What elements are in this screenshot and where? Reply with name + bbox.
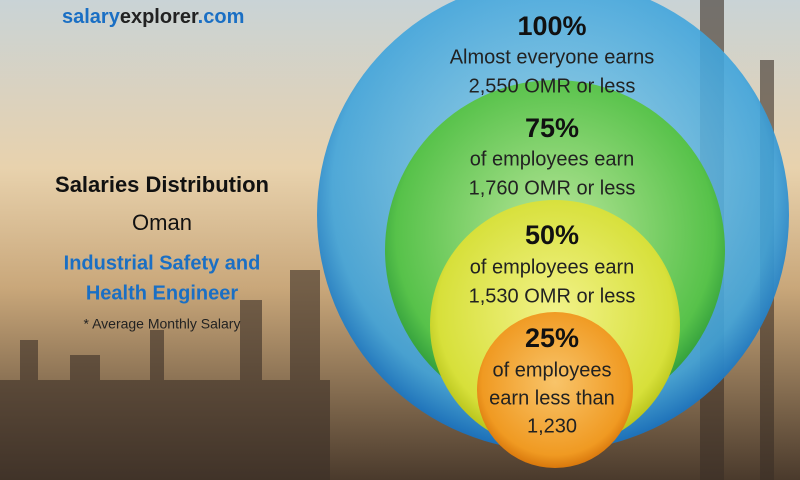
country: Oman — [132, 210, 192, 235]
percent: 100% — [517, 11, 586, 41]
brand-part: .com — [198, 6, 245, 28]
brand: salaryexplorer.com — [62, 6, 244, 28]
caption: 2,550 OMR or less — [469, 75, 636, 97]
job-title: Industrial Safety and — [64, 252, 261, 274]
caption: of employees earn — [470, 148, 635, 170]
title: Salaries Distribution — [55, 172, 269, 197]
note: * Average Monthly Salary — [84, 316, 241, 332]
caption: of employees — [493, 359, 612, 381]
brand-part: salary — [62, 6, 121, 28]
percent: 25% — [525, 323, 579, 353]
percent: 75% — [525, 113, 579, 143]
caption: 1,230 — [527, 415, 577, 437]
caption: earn less than — [489, 387, 615, 409]
percent: 50% — [525, 220, 579, 250]
caption: 1,530 OMR or less — [469, 285, 636, 307]
caption: 1,760 OMR or less — [469, 177, 636, 199]
brand-part: explorer — [120, 6, 199, 28]
caption: of employees earn — [470, 256, 635, 278]
caption: Almost everyone earns — [450, 46, 655, 68]
circle-25 — [477, 312, 633, 468]
job-title: Health Engineer — [86, 282, 238, 304]
